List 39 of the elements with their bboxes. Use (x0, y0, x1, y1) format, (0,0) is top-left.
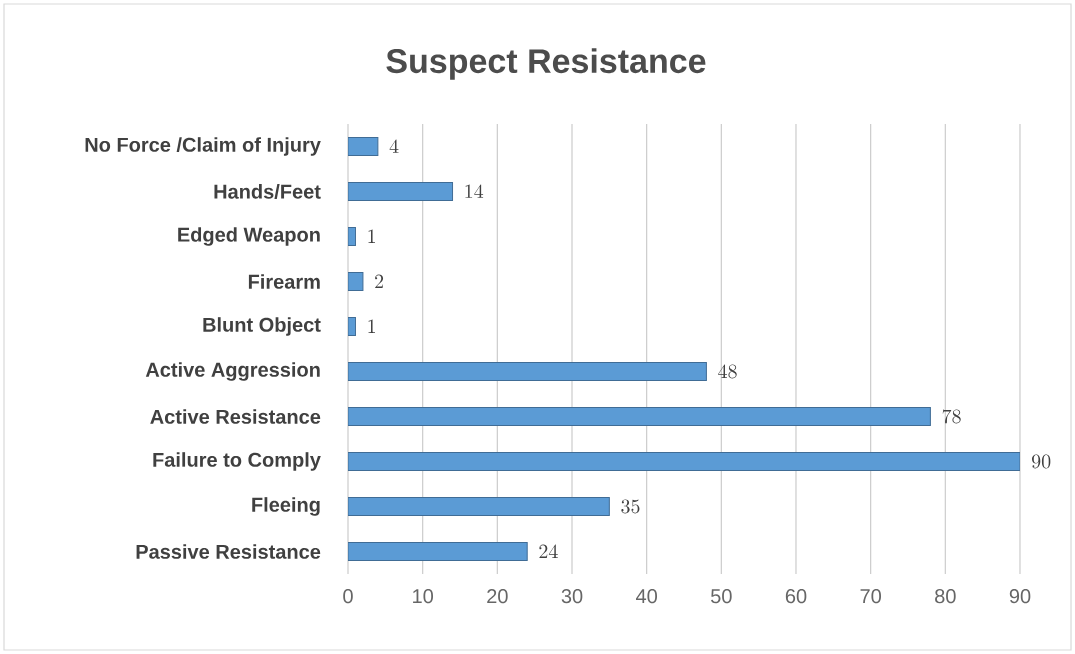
data-label: 1 (368, 229, 376, 243)
x-tick-label: 20 (487, 589, 508, 604)
bar (348, 407, 931, 426)
x-tick-label: 30 (561, 589, 583, 604)
data-label: 24 (539, 544, 558, 558)
bar (348, 181, 454, 201)
y-tick-label: Edged Weapon (178, 227, 320, 246)
x-tick-label: 0 (343, 589, 353, 604)
y-tick-label: Active Resistance (150, 409, 321, 424)
data-label: 14 (465, 184, 484, 198)
bar (348, 271, 364, 291)
x-tick-label: 10 (413, 589, 434, 604)
y-tick-label: Fleeing (252, 497, 320, 516)
y-tick-label: No Force /Claim of Injury (85, 137, 321, 156)
data-label: 4 (389, 139, 399, 153)
data-label: 35 (621, 499, 640, 514)
x-tick-label: 50 (711, 589, 732, 604)
bar (348, 362, 707, 381)
x-tick-label: 70 (860, 589, 881, 604)
bar (348, 497, 610, 516)
x-tick-label: 80 (935, 589, 956, 604)
data-label: 78 (942, 409, 961, 424)
y-tick-label: Passive Resistance (136, 544, 321, 559)
y-tick-label: Failure to Comply (153, 452, 321, 471)
bar (348, 542, 528, 562)
x-tick-label: 90 (1009, 589, 1031, 604)
data-label: 48 (718, 364, 737, 379)
x-tick-label: 60 (785, 589, 807, 604)
data-label: 2 (375, 274, 384, 288)
data-label: 1 (368, 319, 376, 333)
y-tick-label: Firearm (248, 274, 320, 289)
data-label: 90 (1032, 454, 1051, 469)
bar (348, 136, 379, 156)
y-tick-label: Active Aggression (145, 362, 320, 381)
x-tick-label: 40 (636, 589, 658, 604)
y-tick-label: Blunt Object (203, 317, 321, 336)
bar (348, 452, 1020, 472)
chart-title: Suspect Resistance (386, 48, 706, 80)
y-tick-label: Hands/Feet (214, 184, 321, 199)
